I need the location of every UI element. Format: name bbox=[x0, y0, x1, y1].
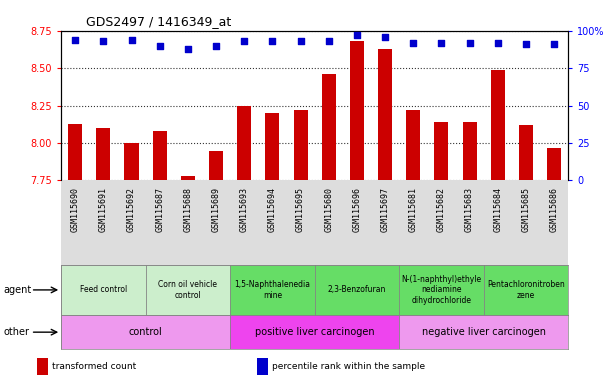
Bar bbox=[257, 358, 268, 376]
Text: GSM115687: GSM115687 bbox=[155, 187, 164, 232]
Bar bbox=[61, 265, 145, 315]
Text: GSM115680: GSM115680 bbox=[324, 187, 333, 232]
Text: GSM115684: GSM115684 bbox=[493, 187, 502, 232]
Bar bbox=[237, 106, 251, 180]
Bar bbox=[230, 315, 399, 349]
Bar bbox=[484, 265, 568, 315]
Point bbox=[155, 43, 164, 49]
Bar bbox=[519, 125, 533, 180]
Text: 1,5-Naphthalenedia
mine: 1,5-Naphthalenedia mine bbox=[235, 280, 310, 300]
Text: Pentachloronitroben
zene: Pentachloronitroben zene bbox=[487, 280, 565, 300]
Bar bbox=[68, 124, 82, 180]
Point bbox=[465, 40, 475, 46]
Point bbox=[268, 38, 277, 44]
Text: GSM115696: GSM115696 bbox=[353, 187, 362, 232]
Bar bbox=[434, 122, 448, 180]
Point bbox=[126, 36, 136, 43]
Text: 2,3-Benzofuran: 2,3-Benzofuran bbox=[327, 285, 386, 295]
Text: N-(1-naphthyl)ethyle
nediamine
dihydrochloride: N-(1-naphthyl)ethyle nediamine dihydroch… bbox=[401, 275, 481, 305]
Bar bbox=[463, 122, 477, 180]
Bar bbox=[399, 315, 568, 349]
Point bbox=[211, 43, 221, 49]
Text: GSM115685: GSM115685 bbox=[521, 187, 530, 232]
Bar bbox=[97, 128, 111, 180]
Point bbox=[98, 38, 108, 44]
Text: GSM115695: GSM115695 bbox=[296, 187, 305, 232]
Bar bbox=[547, 147, 561, 180]
Text: negative liver carcinogen: negative liver carcinogen bbox=[422, 327, 546, 337]
Point bbox=[521, 41, 531, 47]
Text: GSM115683: GSM115683 bbox=[465, 187, 474, 232]
Text: GDS2497 / 1416349_at: GDS2497 / 1416349_at bbox=[87, 15, 232, 28]
Bar bbox=[293, 110, 307, 180]
Text: GSM115682: GSM115682 bbox=[437, 187, 446, 232]
Text: control: control bbox=[129, 327, 163, 337]
Text: agent: agent bbox=[3, 285, 31, 295]
Text: GSM115694: GSM115694 bbox=[268, 187, 277, 232]
Text: Corn oil vehicle
control: Corn oil vehicle control bbox=[158, 280, 218, 300]
Bar bbox=[406, 110, 420, 180]
Point bbox=[493, 40, 503, 46]
Text: GSM115690: GSM115690 bbox=[71, 187, 79, 232]
Point bbox=[183, 46, 193, 52]
Point bbox=[240, 38, 249, 44]
Bar bbox=[322, 74, 336, 180]
Text: GSM115692: GSM115692 bbox=[127, 187, 136, 232]
Bar bbox=[209, 151, 223, 180]
Bar bbox=[491, 70, 505, 180]
Text: GSM115693: GSM115693 bbox=[240, 187, 249, 232]
Text: other: other bbox=[3, 327, 29, 337]
Bar bbox=[315, 265, 399, 315]
Bar bbox=[378, 49, 392, 180]
Bar bbox=[181, 176, 195, 180]
Bar bbox=[399, 265, 484, 315]
Text: percentile rank within the sample: percentile rank within the sample bbox=[272, 362, 425, 371]
Point bbox=[549, 41, 559, 47]
Text: GSM115688: GSM115688 bbox=[183, 187, 192, 232]
Bar bbox=[61, 315, 230, 349]
Point bbox=[436, 40, 446, 46]
Text: GSM115686: GSM115686 bbox=[550, 187, 558, 232]
Bar bbox=[125, 143, 139, 180]
Point bbox=[380, 34, 390, 40]
Text: transformed count: transformed count bbox=[52, 362, 136, 371]
Point bbox=[352, 32, 362, 38]
Point bbox=[408, 40, 418, 46]
Bar bbox=[350, 41, 364, 180]
Text: GSM115681: GSM115681 bbox=[409, 187, 418, 232]
Bar bbox=[37, 358, 48, 376]
Text: Feed control: Feed control bbox=[80, 285, 127, 295]
Text: GSM115697: GSM115697 bbox=[381, 187, 390, 232]
Point bbox=[324, 38, 334, 44]
Text: positive liver carcinogen: positive liver carcinogen bbox=[255, 327, 375, 337]
Bar bbox=[230, 265, 315, 315]
Bar bbox=[265, 113, 279, 180]
Bar bbox=[145, 265, 230, 315]
Point bbox=[70, 36, 80, 43]
Text: GSM115689: GSM115689 bbox=[211, 187, 221, 232]
Point bbox=[296, 38, 306, 44]
Bar bbox=[153, 131, 167, 180]
Text: GSM115691: GSM115691 bbox=[99, 187, 108, 232]
